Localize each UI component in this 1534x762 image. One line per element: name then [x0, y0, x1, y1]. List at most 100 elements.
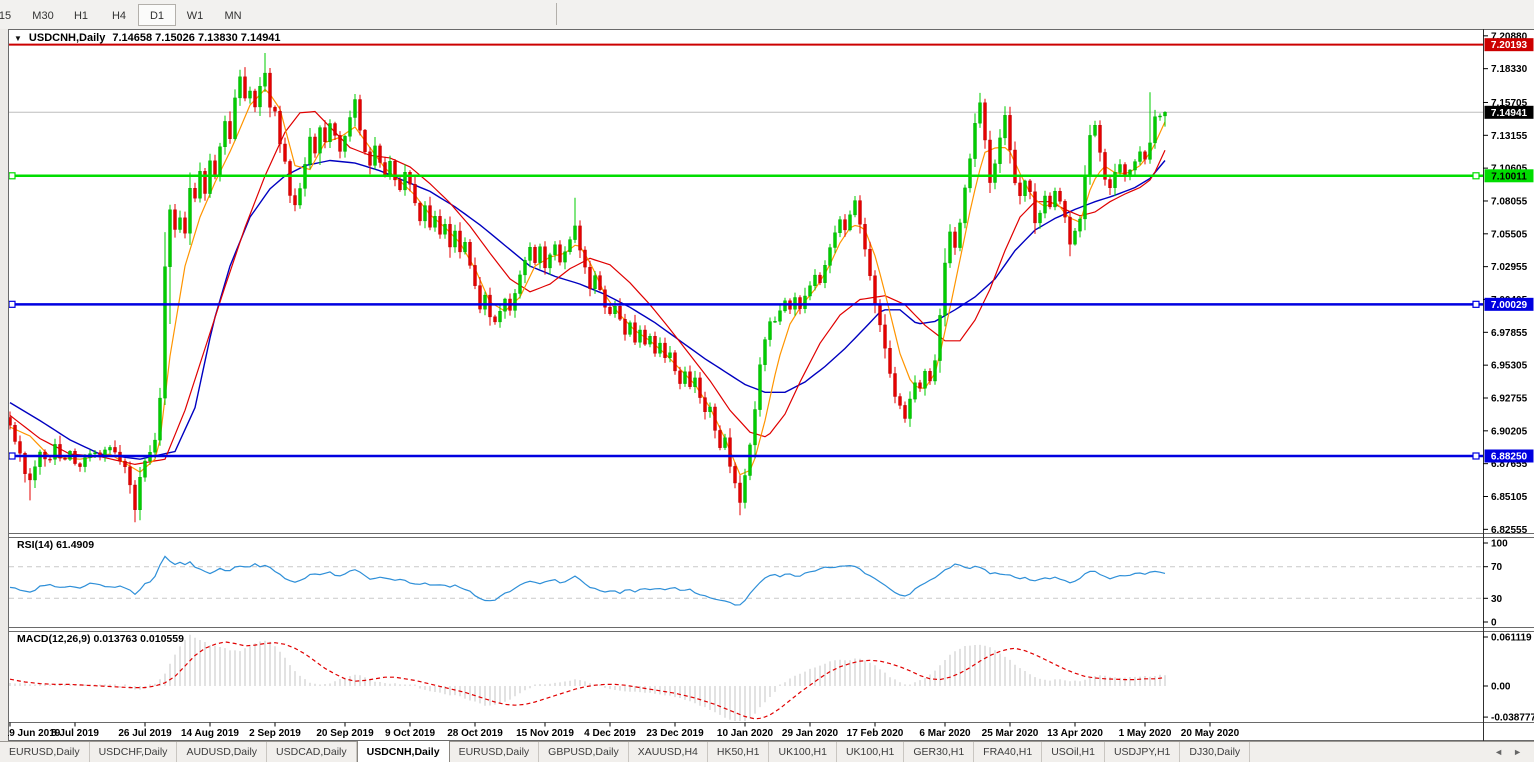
svg-text:14 Aug 2019: 14 Aug 2019 — [181, 728, 239, 739]
svg-text:6.92755: 6.92755 — [1491, 393, 1528, 404]
chart-tab-usdcnh-daily[interactable]: USDCNH,Daily — [356, 741, 450, 762]
svg-text:-0.038777: -0.038777 — [1491, 713, 1534, 724]
svg-text:7.20193: 7.20193 — [1491, 40, 1528, 51]
symbol-period-label: USDCNH,Daily — [28, 32, 106, 44]
svg-text:7.08055: 7.08055 — [1491, 196, 1528, 207]
toolbar-separator — [556, 3, 557, 25]
timeframe-button-mn[interactable]: MN — [224, 9, 242, 22]
svg-text:17 Feb 2020: 17 Feb 2020 — [847, 728, 904, 739]
chart-title: ▼ USDCNH,Daily 7.14658 7.15026 7.13830 7… — [14, 32, 281, 44]
chart-tab-xauusd-h4[interactable]: XAUUSD,H4 — [629, 742, 708, 762]
chart-tab-fra40-h1[interactable]: FRA40,H1 — [974, 742, 1043, 762]
timeframe-button-d1[interactable]: D1 — [138, 3, 176, 26]
macd-indicator-label: MACD(12,26,9) 0.013763 0.010559 — [17, 633, 184, 645]
chart-tab-hk50-h1[interactable]: HK50,H1 — [708, 742, 770, 762]
svg-text:7.18330: 7.18330 — [1491, 64, 1528, 75]
chart-tab-usdjpy-h1[interactable]: USDJPY,H1 — [1105, 742, 1181, 762]
svg-text:30: 30 — [1491, 594, 1503, 605]
timeframe-button-h1[interactable]: H1 — [73, 9, 89, 22]
chart-tab-bar: EURUSD,Daily USDCHF,Daily AUDUSD,Daily USDC… — [0, 741, 1534, 762]
timeframe-button-h4[interactable]: H4 — [111, 9, 127, 22]
timeframe-button-15[interactable]: 15 — [0, 9, 12, 22]
price-badge-7.14941: 7.14941 — [1484, 105, 1534, 119]
level-line-handle[interactable] — [1472, 300, 1480, 308]
price-badge-7.20193: 7.20193 — [1484, 38, 1534, 52]
svg-text:0: 0 — [1491, 618, 1497, 629]
level-line-handle[interactable] — [1472, 452, 1480, 460]
timeframe-toolbar: 15 M30 H1 H4 D1 W1 MN — [0, 0, 1534, 29]
svg-text:15 Nov 2019: 15 Nov 2019 — [516, 728, 574, 739]
price-badge-6.88250: 6.88250 — [1484, 449, 1534, 463]
chart-tab-dj30-daily[interactable]: DJ30,Daily — [1180, 742, 1251, 762]
chart-canvas[interactable]: 7.20880 7.18330 7.15705 7.13155 7.10605 7.080… — [8, 29, 1534, 741]
chart-tab-usoil-h1[interactable]: USOil,H1 — [1042, 742, 1105, 762]
price-axis[interactable]: 7.20880 7.18330 7.15705 7.13155 7.10605 7.080… — [1483, 31, 1534, 536]
svg-text:8 Jul 2019: 8 Jul 2019 — [51, 728, 99, 739]
svg-text:70: 70 — [1491, 562, 1503, 573]
svg-text:100: 100 — [1491, 539, 1508, 550]
svg-text:7.14941: 7.14941 — [1491, 108, 1528, 119]
svg-text:6.97855: 6.97855 — [1491, 328, 1528, 339]
svg-text:2 Sep 2019: 2 Sep 2019 — [249, 728, 301, 739]
chart-tab-usdcad-daily[interactable]: USDCAD,Daily — [267, 742, 357, 762]
svg-text:19 Jun 2019: 19 Jun 2019 — [8, 728, 61, 739]
svg-text:0.061119: 0.061119 — [1491, 633, 1532, 644]
svg-text:6.87655: 6.87655 — [1491, 459, 1528, 470]
svg-text:6.88250: 6.88250 — [1491, 451, 1528, 462]
svg-text:13 Apr 2020: 13 Apr 2020 — [1047, 728, 1103, 739]
svg-text:6.85105: 6.85105 — [1491, 492, 1528, 503]
timeframe-button-w1[interactable]: W1 — [186, 9, 204, 22]
svg-text:20 Sep 2019: 20 Sep 2019 — [316, 728, 374, 739]
svg-text:10 Jan 2020: 10 Jan 2020 — [717, 728, 774, 739]
candles-series — [9, 53, 1167, 523]
svg-text:6.82555: 6.82555 — [1491, 525, 1528, 536]
price-badge-7.10011: 7.10011 — [1484, 169, 1534, 183]
svg-text:26 Jul 2019: 26 Jul 2019 — [118, 728, 172, 739]
chart-tab-ger30-h1[interactable]: GER30,H1 — [904, 742, 975, 762]
tab-scroll-right-icon[interactable]: ► — [1513, 747, 1522, 757]
ma-fast-line — [9, 88, 1166, 476]
svg-text:7.00029: 7.00029 — [1491, 300, 1528, 311]
level-line-handle[interactable] — [8, 172, 16, 180]
symbol-dropdown-icon[interactable]: ▼ — [14, 33, 22, 43]
chart-tab-eurusd-daily[interactable]: EURUSD,Daily — [0, 742, 90, 762]
rsi-panel: 100 70 30 0 — [9, 539, 1508, 629]
svg-text:25 Mar 2020: 25 Mar 2020 — [982, 728, 1039, 739]
svg-text:7.10011: 7.10011 — [1491, 171, 1527, 182]
svg-text:0.00: 0.00 — [1491, 682, 1511, 693]
svg-text:6 Mar 2020: 6 Mar 2020 — [919, 728, 971, 739]
moving-averages — [9, 88, 1166, 476]
rsi-indicator-label: RSI(14) 61.4909 — [17, 539, 95, 551]
svg-text:9 Oct 2019: 9 Oct 2019 — [385, 728, 435, 739]
svg-text:7.20880: 7.20880 — [1491, 31, 1528, 42]
ohlc-values: 7.14658 7.15026 7.13830 7.14941 — [112, 32, 281, 44]
rsi-line — [9, 555, 1166, 606]
svg-text:4 Dec 2019: 4 Dec 2019 — [584, 728, 636, 739]
svg-text:6.95305: 6.95305 — [1491, 361, 1528, 372]
chart-window[interactable]: 7.20880 7.18330 7.15705 7.13155 7.10605 7.080… — [8, 29, 1534, 741]
level-line-handle[interactable] — [1472, 172, 1480, 180]
svg-text:7.10605: 7.10605 — [1491, 164, 1528, 175]
price-badge-7.00029: 7.00029 — [1484, 297, 1534, 311]
chart-tab-audusd-daily[interactable]: AUDUSD,Daily — [177, 742, 268, 762]
macd-panel: 0.061119 0.00 -0.038777 — [9, 633, 1534, 724]
chart-tab-usdchf-daily[interactable]: USDCHF,Daily — [90, 742, 178, 762]
svg-text:1 May 2020: 1 May 2020 — [1119, 728, 1172, 739]
chart-tab-uk100-h1[interactable]: UK100,H1 — [837, 742, 905, 762]
svg-text:29 Jan 2020: 29 Jan 2020 — [782, 728, 839, 739]
svg-text:7.02955: 7.02955 — [1491, 262, 1528, 273]
svg-text:7.15705: 7.15705 — [1491, 98, 1528, 109]
timeframe-button-m30[interactable]: M30 — [32, 9, 54, 22]
chart-tab-uk100-h1[interactable]: UK100,H1 — [769, 742, 837, 762]
chart-tab-gbpusd-daily[interactable]: GBPUSD,Daily — [539, 742, 629, 762]
svg-text:6.90205: 6.90205 — [1491, 426, 1528, 437]
ma-slow-line — [9, 159, 1166, 460]
level-line-handle[interactable] — [8, 452, 16, 460]
tab-scroll-left-icon[interactable]: ◄ — [1494, 747, 1504, 757]
chart-tab-eurusd-daily[interactable]: EURUSD,Daily — [450, 742, 540, 762]
svg-text:23 Dec 2019: 23 Dec 2019 — [646, 728, 704, 739]
macd-signal-line — [9, 641, 1166, 720]
level-line-handle[interactable] — [8, 300, 16, 308]
